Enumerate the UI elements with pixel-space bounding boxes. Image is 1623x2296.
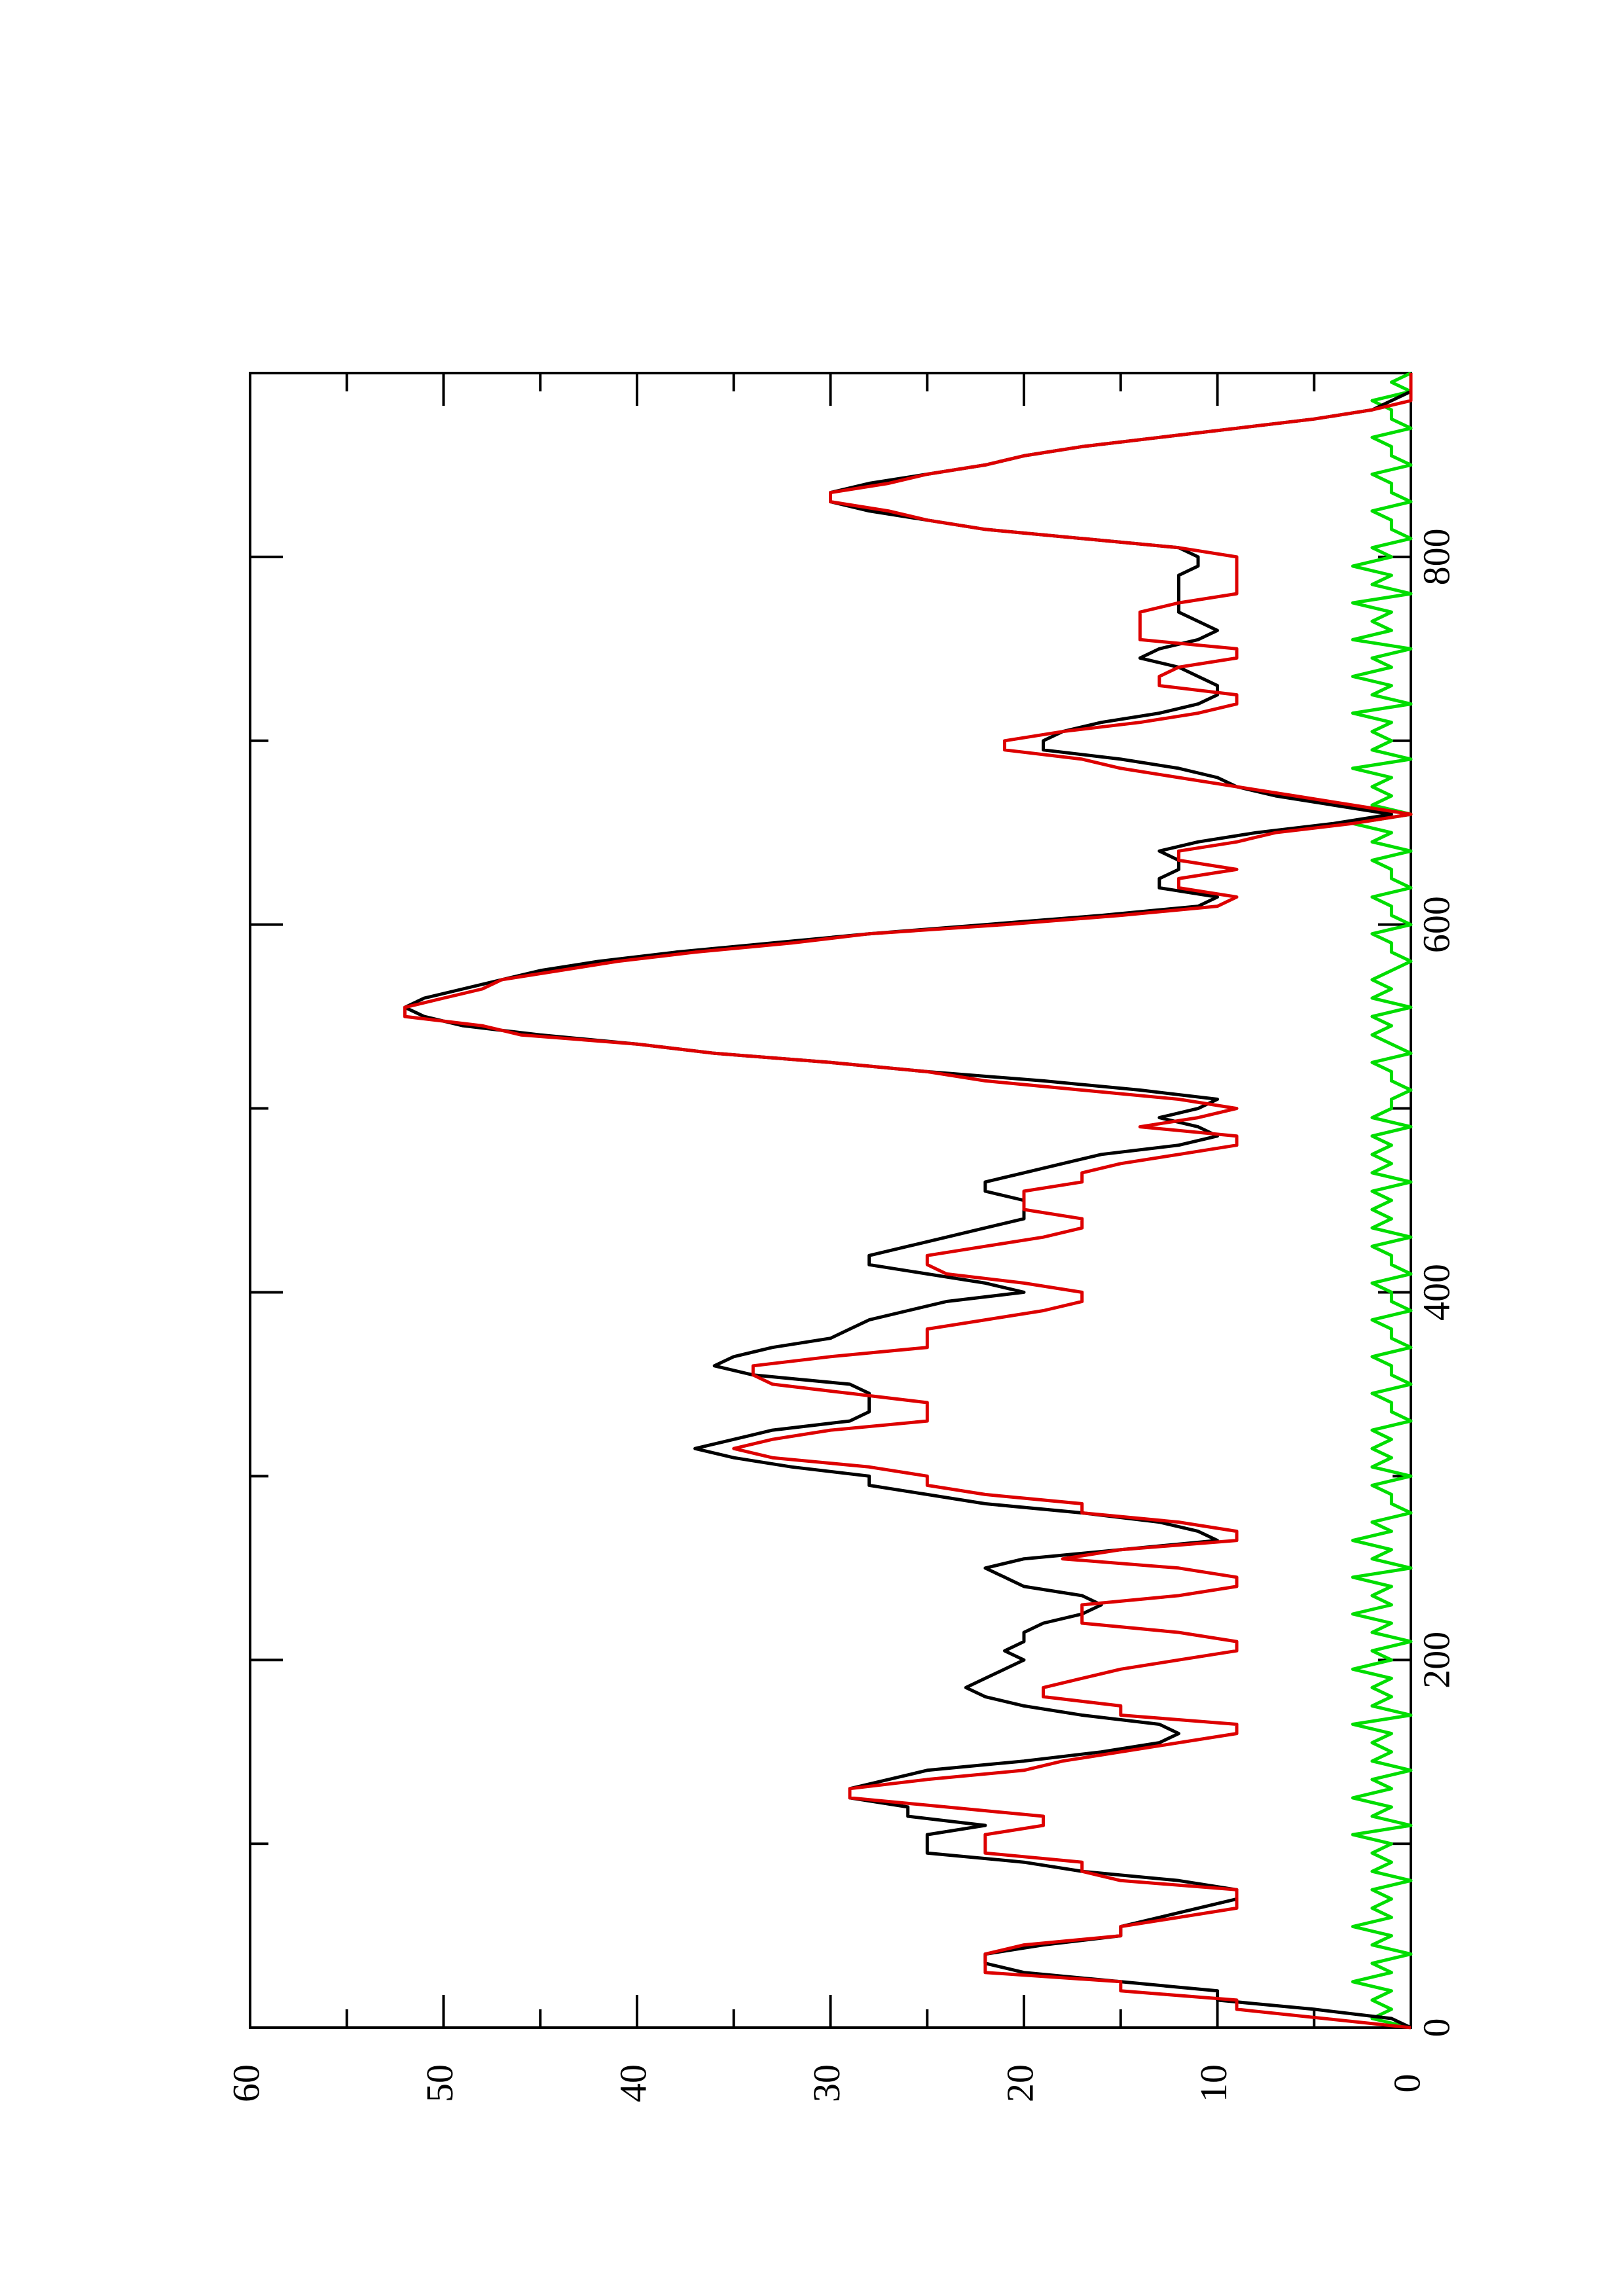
- y-tick-label: 20: [998, 2064, 1041, 2102]
- series-line-green: [1351, 371, 1413, 2030]
- y-tick-label: 40: [611, 2064, 654, 2102]
- x-tick-label: 400: [1415, 1264, 1457, 1321]
- y-tick-label: 50: [418, 2064, 461, 2102]
- x-tick-label: 800: [1415, 528, 1457, 585]
- series-line-black: [403, 373, 1413, 2030]
- y-tick-label: 10: [1192, 2064, 1235, 2102]
- y-tick-label: 60: [225, 2064, 267, 2102]
- plot-area: 0 200 400 600 800 0 10 20 30 40 50 60: [225, 371, 1457, 2102]
- plot-frame: [249, 372, 1412, 2029]
- y-tick-label: 30: [805, 2064, 848, 2102]
- x-tick-label: 600: [1415, 896, 1457, 953]
- y-tick-label: 0: [1385, 2074, 1428, 2093]
- x-tick-label: 200: [1415, 1632, 1457, 1689]
- series-line-red: [403, 373, 1413, 2030]
- x-tick-label: 0: [1415, 2018, 1457, 2037]
